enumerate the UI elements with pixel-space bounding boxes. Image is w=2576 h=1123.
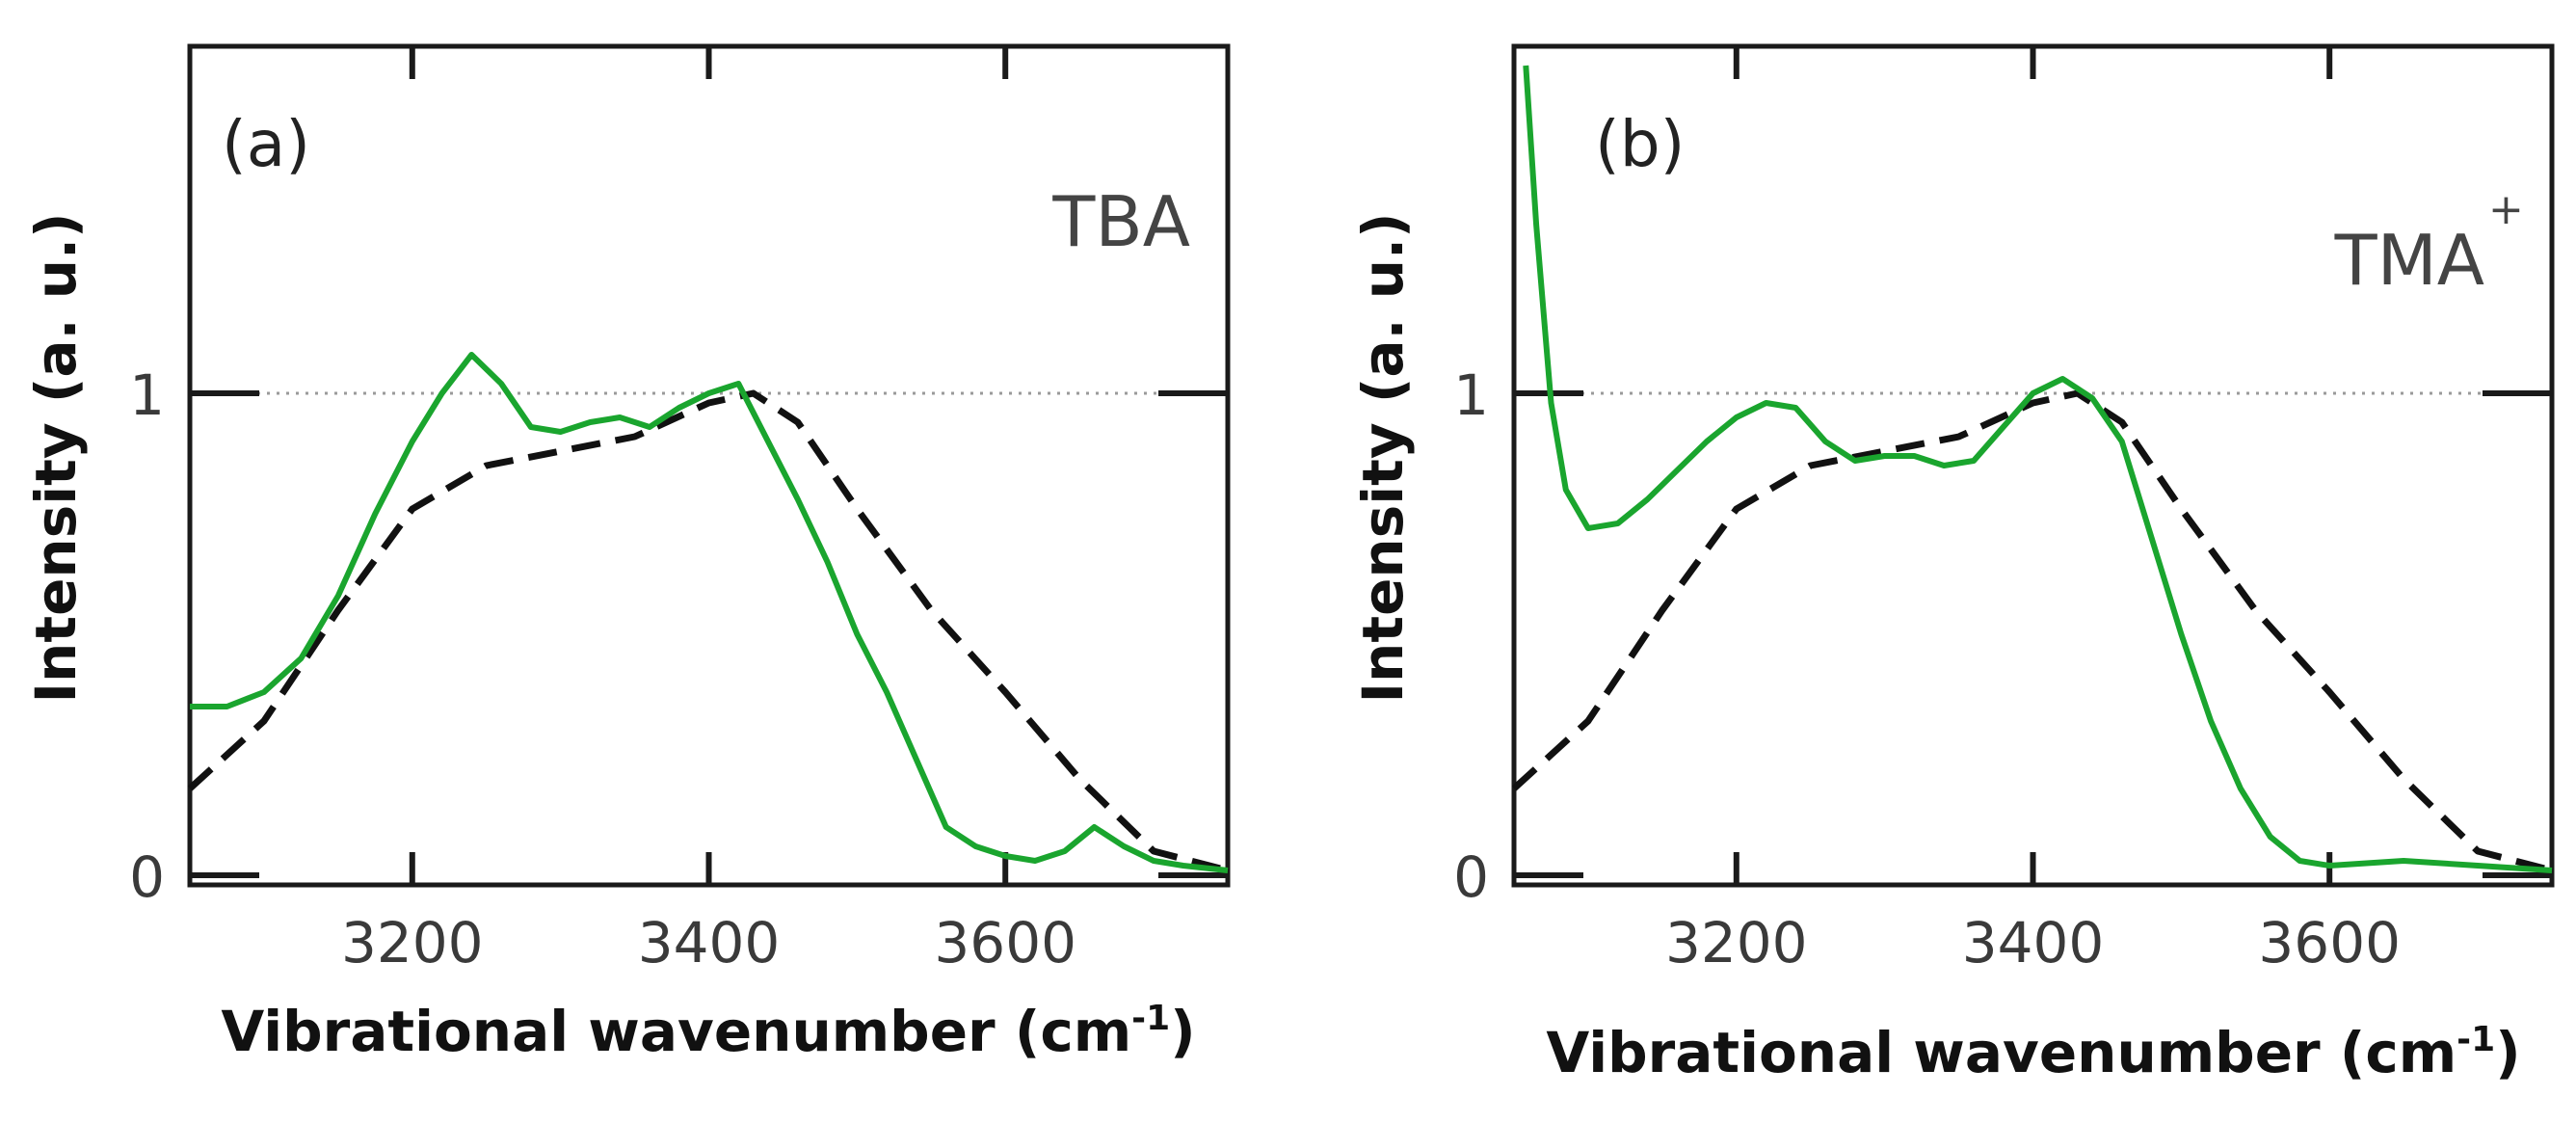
x-tick-label-a-3200: 3200 bbox=[341, 910, 484, 976]
annotation-b: TMA bbox=[2334, 220, 2484, 301]
x-tick-label-b-3200: 3200 bbox=[1665, 910, 1808, 976]
reference-curve-b bbox=[1511, 389, 2553, 874]
x-axis-title-b-main: Vibrational wavenumber (cm bbox=[1546, 1020, 2456, 1085]
reference-curve-a bbox=[187, 389, 1229, 874]
x-axis-title-a-main: Vibrational wavenumber (cm bbox=[221, 999, 1131, 1064]
plot-frame-a bbox=[187, 43, 1231, 888]
y-tick-label-a-0: 0 bbox=[129, 844, 165, 910]
annotation-b-sup: + bbox=[2488, 185, 2524, 234]
y-tick-label-a-1: 1 bbox=[129, 362, 165, 428]
y-tick-label-b-0: 0 bbox=[1453, 844, 1489, 910]
measured-curve-a bbox=[190, 352, 1229, 873]
y-tick-label-b-1: 1 bbox=[1453, 362, 1489, 428]
measured-curve-b bbox=[1523, 65, 2553, 873]
panel-a: 3200 3400 3600 0 1 (a) TBA Intensity (a. u.)… bbox=[23, 43, 1231, 1064]
y-axis-title-b: Intensity (a. u.) bbox=[1350, 212, 1416, 703]
x-tick-label-b-3600: 3600 bbox=[2258, 910, 2401, 976]
tick-marks-a bbox=[190, 46, 1228, 885]
x-axis-title-b: Vibrational wavenumber (cm-1) bbox=[1546, 1020, 2520, 1085]
tick-labels-b: 3200 3400 3600 0 1 bbox=[1453, 362, 2401, 976]
x-axis-title-b-sup: -1 bbox=[2456, 1020, 2495, 1059]
x-tick-label-b-3400: 3400 bbox=[1962, 910, 2105, 976]
x-tick-label-a-3600: 3600 bbox=[934, 910, 1076, 976]
x-axis-title-a-sup: -1 bbox=[1131, 999, 1170, 1038]
x-axis-title-a: Vibrational wavenumber (cm-1) bbox=[221, 999, 1195, 1064]
y-axis-title-a: Intensity (a. u.) bbox=[23, 212, 89, 703]
annotation-a: TBA bbox=[1051, 181, 1190, 262]
x-axis-title-a-close: ) bbox=[1170, 999, 1196, 1064]
tick-labels-a: 3200 3400 3600 0 1 bbox=[129, 362, 1076, 976]
panel-label-a: (a) bbox=[222, 107, 310, 181]
panel-label-b: (b) bbox=[1595, 107, 1685, 181]
x-tick-label-a-3400: 3400 bbox=[638, 910, 781, 976]
panel-b: 3200 3400 3600 0 1 (b) TMA + Intensity (a. u… bbox=[1350, 43, 2555, 1085]
x-axis-title-b-close: ) bbox=[2495, 1020, 2521, 1085]
